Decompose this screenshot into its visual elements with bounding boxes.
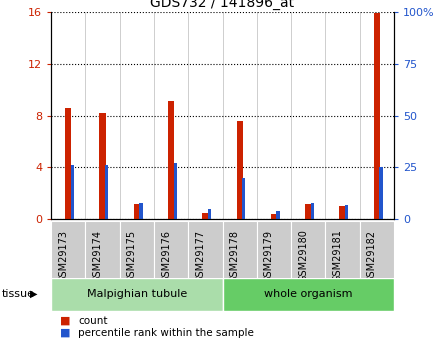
Bar — [242, 178, 246, 219]
Bar — [360, 221, 394, 279]
Bar — [51, 278, 223, 310]
Text: GSM29173: GSM29173 — [58, 230, 69, 283]
Bar — [257, 221, 291, 279]
Bar — [325, 221, 360, 279]
Text: GSM29178: GSM29178 — [230, 230, 239, 283]
Text: percentile rank within the sample: percentile rank within the sample — [78, 328, 254, 338]
Text: GSM29182: GSM29182 — [367, 230, 376, 283]
Text: Malpighian tubule: Malpighian tubule — [87, 289, 187, 299]
Bar — [374, 13, 380, 219]
Bar — [134, 204, 140, 219]
Text: ■: ■ — [60, 316, 71, 326]
Bar — [71, 165, 74, 219]
Bar — [276, 211, 280, 219]
Bar — [168, 101, 174, 219]
Bar — [100, 113, 105, 219]
Text: tissue: tissue — [2, 289, 35, 299]
Bar — [222, 221, 257, 279]
Text: GSM29180: GSM29180 — [298, 230, 308, 283]
Bar — [174, 163, 177, 219]
Bar — [379, 167, 383, 219]
Text: count: count — [78, 316, 107, 326]
Text: whole organism: whole organism — [264, 289, 352, 299]
Bar — [291, 221, 325, 279]
Bar — [85, 221, 120, 279]
Bar — [208, 209, 211, 219]
Text: GSM29174: GSM29174 — [93, 230, 103, 283]
Bar — [139, 203, 143, 219]
Text: GSM29181: GSM29181 — [332, 230, 343, 283]
Text: GSM29179: GSM29179 — [264, 230, 274, 283]
Bar — [65, 108, 71, 219]
Bar — [188, 221, 222, 279]
Bar — [237, 121, 243, 219]
Text: GSM29177: GSM29177 — [195, 230, 206, 283]
Bar — [345, 205, 348, 219]
Bar — [154, 221, 188, 279]
Bar — [340, 206, 345, 219]
Bar — [271, 214, 277, 219]
Bar — [311, 203, 314, 219]
Bar — [305, 204, 311, 219]
Text: ▶: ▶ — [30, 289, 38, 299]
Bar — [202, 213, 208, 219]
Text: GSM29176: GSM29176 — [161, 230, 171, 283]
Text: ■: ■ — [60, 328, 71, 338]
Bar — [105, 165, 109, 219]
Bar — [222, 278, 394, 310]
Bar — [51, 221, 85, 279]
Bar — [120, 221, 154, 279]
Title: GDS732 / 141896_at: GDS732 / 141896_at — [150, 0, 295, 10]
Text: GSM29175: GSM29175 — [127, 230, 137, 283]
